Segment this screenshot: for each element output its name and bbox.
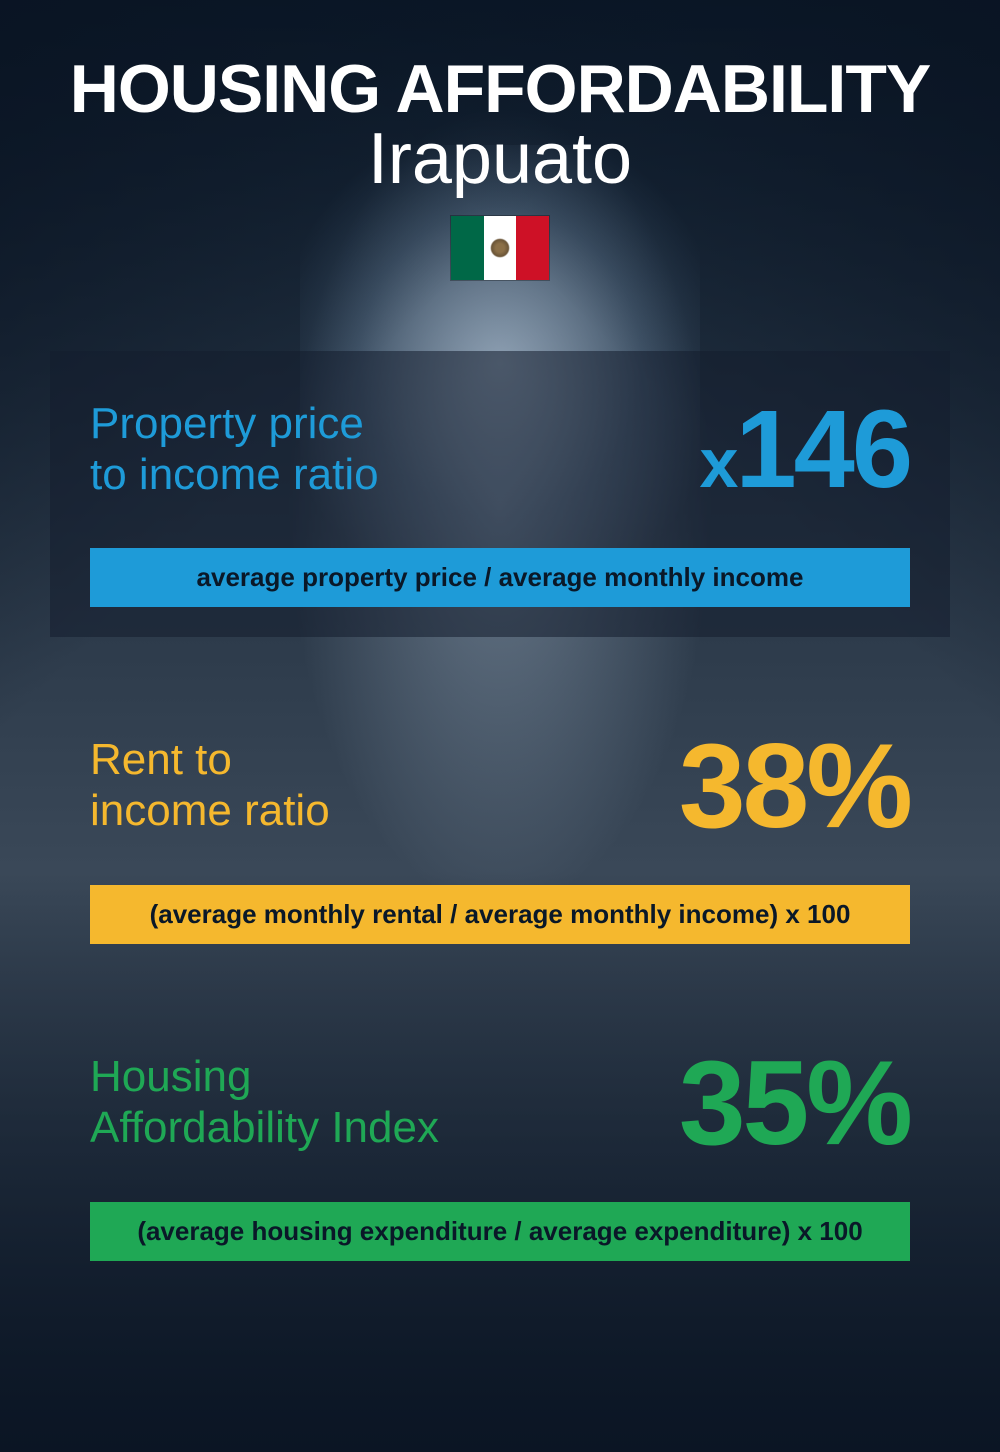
formula-bar: (average housing expenditure / average e… — [90, 1202, 910, 1261]
metric-label: Housing Affordability Index — [90, 1052, 439, 1153]
label-line-1: Rent to — [90, 735, 232, 784]
formula-bar: (average monthly rental / average monthl… — [90, 885, 910, 944]
metric-card-affordability-index: Housing Affordability Index 35% (average… — [50, 1034, 950, 1261]
mexico-flag-icon — [450, 215, 550, 281]
flag-stripe-white — [484, 216, 517, 280]
label-line-2: to income ratio — [90, 450, 379, 499]
metric-row: Housing Affordability Index 35% — [90, 1034, 910, 1172]
label-line-2: income ratio — [90, 786, 330, 835]
metric-label: Rent to income ratio — [90, 735, 330, 836]
content-container: HOUSING AFFORDABILITY Irapuato Property … — [0, 0, 1000, 1452]
location-subtitle: Irapuato — [50, 118, 950, 200]
metric-value: 38% — [679, 717, 910, 855]
label-line-1: Housing — [90, 1052, 251, 1101]
flag-stripe-red — [516, 216, 549, 280]
metric-value: x146 — [700, 386, 910, 513]
flag-stripe-green — [451, 216, 484, 280]
label-line-2: Affordability Index — [90, 1103, 439, 1152]
value-number: 146 — [735, 388, 910, 511]
metric-row: Rent to income ratio 38% — [90, 717, 910, 855]
value-prefix: x — [700, 424, 736, 502]
value-number: 38% — [679, 719, 910, 853]
flag-emblem-icon — [490, 238, 510, 258]
metric-row: Property price to income ratio x146 — [90, 386, 910, 513]
metric-card-property-price: Property price to income ratio x146 aver… — [50, 351, 950, 637]
value-number: 35% — [679, 1036, 910, 1170]
formula-bar: average property price / average monthly… — [90, 548, 910, 607]
label-line-1: Property price — [90, 399, 364, 448]
metric-value: 35% — [679, 1034, 910, 1172]
metric-label: Property price to income ratio — [90, 399, 379, 500]
metric-card-rent-income: Rent to income ratio 38% (average monthl… — [50, 717, 950, 944]
main-title: HOUSING AFFORDABILITY — [50, 50, 950, 128]
